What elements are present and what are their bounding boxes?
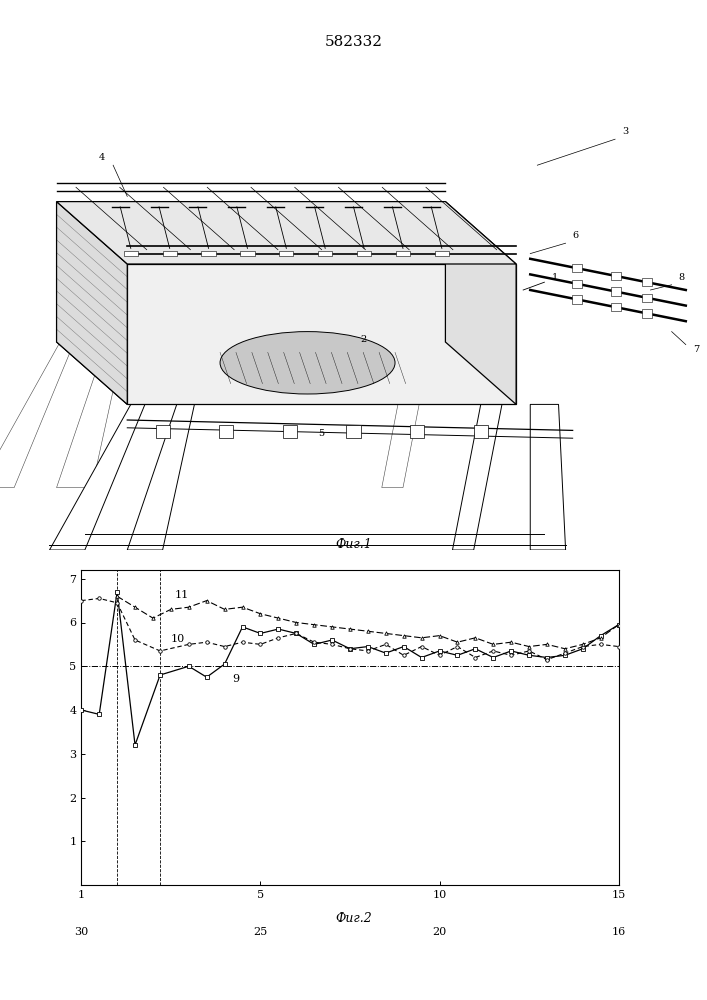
- Text: 5: 5: [318, 429, 325, 438]
- Text: 3: 3: [622, 127, 629, 136]
- Polygon shape: [410, 425, 424, 438]
- Polygon shape: [474, 425, 488, 438]
- Ellipse shape: [220, 332, 395, 394]
- Polygon shape: [57, 342, 516, 404]
- Polygon shape: [572, 264, 582, 272]
- Text: 25: 25: [253, 927, 267, 937]
- Polygon shape: [396, 251, 410, 256]
- Polygon shape: [279, 251, 293, 256]
- Polygon shape: [219, 425, 233, 438]
- Polygon shape: [0, 342, 74, 488]
- Polygon shape: [283, 425, 297, 438]
- Polygon shape: [435, 251, 449, 256]
- Text: 2: 2: [361, 335, 367, 344]
- Polygon shape: [127, 404, 194, 550]
- Text: 11: 11: [175, 590, 189, 600]
- Text: 582332: 582332: [325, 35, 382, 49]
- Text: 20: 20: [433, 927, 447, 937]
- Polygon shape: [240, 251, 255, 256]
- Polygon shape: [572, 295, 582, 304]
- Polygon shape: [572, 280, 582, 288]
- Text: 6: 6: [573, 231, 579, 240]
- Polygon shape: [57, 202, 445, 342]
- Polygon shape: [49, 404, 145, 550]
- Polygon shape: [57, 202, 516, 264]
- Polygon shape: [611, 287, 621, 296]
- Polygon shape: [57, 202, 127, 404]
- Polygon shape: [642, 278, 652, 286]
- Polygon shape: [382, 342, 431, 488]
- Text: 9: 9: [232, 674, 239, 684]
- Text: 30: 30: [74, 927, 88, 937]
- Text: 16: 16: [612, 927, 626, 937]
- Polygon shape: [127, 264, 516, 404]
- Polygon shape: [124, 251, 138, 256]
- Text: 7: 7: [693, 345, 699, 354]
- Text: Фиг.2: Фиг.2: [335, 912, 372, 925]
- Polygon shape: [611, 272, 621, 280]
- Text: 10: 10: [171, 634, 185, 644]
- Polygon shape: [530, 404, 566, 550]
- Polygon shape: [156, 425, 170, 438]
- Polygon shape: [611, 303, 621, 311]
- Polygon shape: [452, 404, 502, 550]
- Polygon shape: [201, 251, 216, 256]
- Text: Фиг.1: Фиг.1: [335, 538, 372, 551]
- Polygon shape: [318, 251, 332, 256]
- Polygon shape: [445, 202, 516, 404]
- Text: 1: 1: [551, 273, 558, 282]
- Text: 8: 8: [679, 273, 685, 282]
- Polygon shape: [163, 251, 177, 256]
- Polygon shape: [346, 425, 361, 438]
- Polygon shape: [57, 342, 124, 488]
- Text: 4: 4: [99, 153, 105, 162]
- Polygon shape: [357, 251, 371, 256]
- Polygon shape: [642, 309, 652, 318]
- Polygon shape: [642, 294, 652, 302]
